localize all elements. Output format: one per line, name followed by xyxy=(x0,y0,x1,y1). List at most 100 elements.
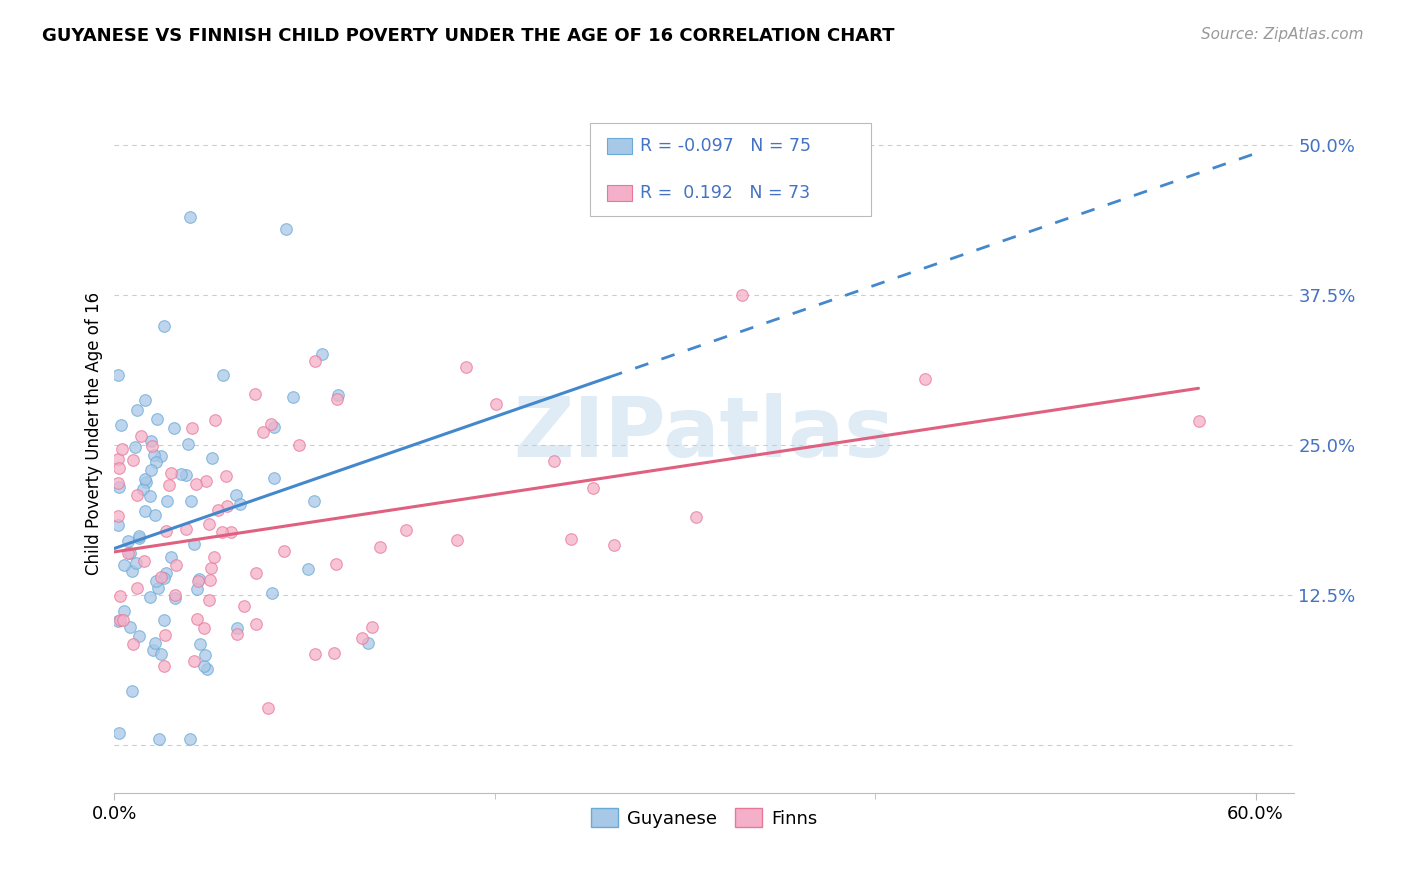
Point xyxy=(297,562,319,576)
Point xyxy=(183,537,205,551)
Point xyxy=(252,425,274,440)
Text: GUYANESE VS FINNISH CHILD POVERTY UNDER THE AGE OF 16 CORRELATION CHART: GUYANESE VS FINNISH CHILD POVERTY UNDER … xyxy=(42,27,894,45)
Point xyxy=(110,418,132,433)
Point xyxy=(107,614,129,628)
Point xyxy=(207,503,229,517)
Point xyxy=(311,347,333,361)
Point xyxy=(395,524,418,538)
Point xyxy=(149,648,172,662)
Point xyxy=(107,517,129,532)
Point xyxy=(325,558,347,572)
Point xyxy=(201,451,224,466)
Point xyxy=(143,448,166,462)
Point xyxy=(111,613,134,627)
Point xyxy=(145,574,167,589)
Point xyxy=(219,524,242,539)
Point xyxy=(187,574,209,588)
Point xyxy=(124,440,146,454)
Point xyxy=(112,558,135,573)
Point xyxy=(125,581,148,595)
Point xyxy=(179,732,201,747)
Point xyxy=(117,534,139,549)
Point xyxy=(257,701,280,715)
Point xyxy=(215,469,238,483)
Point xyxy=(288,438,311,452)
Y-axis label: Child Poverty Under the Age of 16: Child Poverty Under the Age of 16 xyxy=(86,292,103,574)
Point xyxy=(195,662,218,676)
Point xyxy=(120,546,142,560)
Point xyxy=(143,635,166,649)
Point xyxy=(157,478,180,492)
Point xyxy=(148,732,170,747)
Point xyxy=(108,590,131,604)
Point xyxy=(273,544,295,558)
Point xyxy=(134,392,156,407)
Point xyxy=(177,437,200,451)
Point xyxy=(186,582,208,596)
Point xyxy=(149,450,172,464)
Point xyxy=(117,546,139,560)
Point xyxy=(139,489,162,503)
Point xyxy=(183,654,205,668)
Point xyxy=(454,359,477,374)
Point xyxy=(107,461,129,475)
Point xyxy=(361,620,384,634)
Point xyxy=(125,556,148,570)
Legend: Guyanese, Finns: Guyanese, Finns xyxy=(583,801,824,835)
Point xyxy=(323,646,346,660)
Point xyxy=(193,659,215,673)
Point xyxy=(326,392,349,407)
Point xyxy=(582,481,605,495)
Point xyxy=(163,588,186,602)
Point xyxy=(211,368,233,383)
Point xyxy=(155,566,177,580)
Point xyxy=(149,569,172,583)
Point xyxy=(160,550,183,565)
Point xyxy=(243,387,266,401)
Point xyxy=(304,647,326,661)
Point xyxy=(226,621,249,635)
Point xyxy=(914,372,936,386)
Point xyxy=(357,636,380,650)
Point xyxy=(135,475,157,489)
Point xyxy=(153,571,176,585)
Point xyxy=(204,413,226,427)
Point xyxy=(128,531,150,545)
Point xyxy=(225,626,247,640)
Point xyxy=(188,637,211,651)
Point xyxy=(139,434,162,449)
Point xyxy=(262,586,284,600)
Point xyxy=(111,442,134,456)
Point xyxy=(193,648,215,662)
Point xyxy=(156,493,179,508)
Text: R =  0.192   N = 73: R = 0.192 N = 73 xyxy=(641,184,810,202)
Point xyxy=(281,390,304,404)
Point xyxy=(198,573,221,587)
Point xyxy=(121,683,143,698)
Point xyxy=(186,477,208,491)
Point xyxy=(118,620,141,634)
Point xyxy=(274,222,297,236)
Point xyxy=(181,421,204,435)
Point xyxy=(112,604,135,618)
Text: R = -0.097   N = 75: R = -0.097 N = 75 xyxy=(641,137,811,155)
Point xyxy=(326,388,349,402)
Point xyxy=(152,318,174,333)
Point xyxy=(107,509,129,524)
Text: Source: ZipAtlas.com: Source: ZipAtlas.com xyxy=(1201,27,1364,42)
Point xyxy=(200,561,222,575)
Point xyxy=(197,517,219,532)
Point xyxy=(146,581,169,595)
Point xyxy=(152,613,174,627)
Point xyxy=(446,533,468,548)
Point xyxy=(134,504,156,518)
Point xyxy=(202,549,225,564)
Point xyxy=(193,621,215,635)
Point xyxy=(141,439,163,453)
Point xyxy=(603,537,626,551)
Point xyxy=(134,554,156,568)
Point xyxy=(122,637,145,651)
Point xyxy=(121,453,143,467)
Point xyxy=(179,210,201,224)
Point xyxy=(134,472,156,486)
